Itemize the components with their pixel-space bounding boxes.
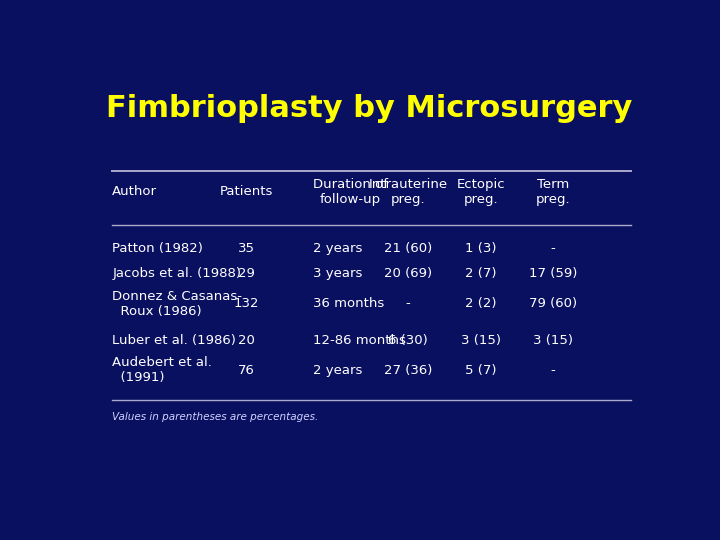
Text: Patients: Patients: [220, 185, 273, 198]
Text: 5 (7): 5 (7): [465, 364, 496, 377]
Text: -: -: [551, 364, 556, 377]
Text: 132: 132: [233, 298, 259, 310]
Text: Fimbrioplasty by Microsurgery: Fimbrioplasty by Microsurgery: [106, 94, 632, 123]
Text: Luber et al. (1986): Luber et al. (1986): [112, 334, 236, 347]
Text: 36 months: 36 months: [313, 298, 384, 310]
Text: 20: 20: [238, 334, 255, 347]
Text: Jacobs et al. (1988): Jacobs et al. (1988): [112, 267, 241, 280]
Text: Intrauterine
preg.: Intrauterine preg.: [369, 178, 448, 206]
Text: 17 (59): 17 (59): [529, 267, 577, 280]
Text: 76: 76: [238, 364, 255, 377]
Text: Author: Author: [112, 185, 157, 198]
Text: 29: 29: [238, 267, 255, 280]
Text: Audebert et al.
  (1991): Audebert et al. (1991): [112, 356, 212, 384]
Text: 2 (7): 2 (7): [465, 267, 496, 280]
Text: 27 (36): 27 (36): [384, 364, 432, 377]
Text: 35: 35: [238, 242, 255, 255]
Text: -: -: [551, 242, 556, 255]
Text: 2 (2): 2 (2): [465, 298, 496, 310]
Text: Term
preg.: Term preg.: [536, 178, 570, 206]
Text: 3 years: 3 years: [313, 267, 363, 280]
Text: 2 years: 2 years: [313, 364, 363, 377]
Text: 20 (69): 20 (69): [384, 267, 432, 280]
Text: -: -: [405, 298, 410, 310]
Text: 21 (60): 21 (60): [384, 242, 432, 255]
Text: 79 (60): 79 (60): [529, 298, 577, 310]
Text: 12-86 months: 12-86 months: [313, 334, 406, 347]
Text: 3 (15): 3 (15): [533, 334, 573, 347]
Text: Duration of
follow-up: Duration of follow-up: [313, 178, 388, 206]
Text: Values in parentheses are percentages.: Values in parentheses are percentages.: [112, 412, 318, 422]
Text: Patton (1982): Patton (1982): [112, 242, 203, 255]
Text: Ectopic
preg.: Ectopic preg.: [456, 178, 505, 206]
Text: 2 years: 2 years: [313, 242, 363, 255]
Text: Donnez & Casanas-
  Roux (1986): Donnez & Casanas- Roux (1986): [112, 290, 243, 318]
Text: 3 (15): 3 (15): [461, 334, 500, 347]
Text: 6 (30): 6 (30): [388, 334, 428, 347]
Text: 1 (3): 1 (3): [465, 242, 496, 255]
